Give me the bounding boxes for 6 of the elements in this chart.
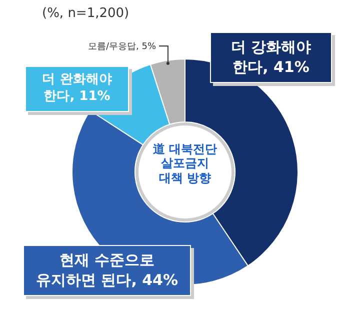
text: 道 대북전단 살포금지 대책 방향: [152, 142, 218, 186]
slice-label: 모름/무응답, 5%: [88, 41, 156, 53]
chart-subtitle: (%, n=1,200): [42, 6, 130, 21]
slice-label: 더 강화해야 한다, 41%: [210, 32, 332, 83]
slice-label: 더 완화해야 한다, 11%: [25, 66, 129, 112]
slice-label: 현재 수준으로 유지하면 된다, 44%: [23, 245, 191, 296]
